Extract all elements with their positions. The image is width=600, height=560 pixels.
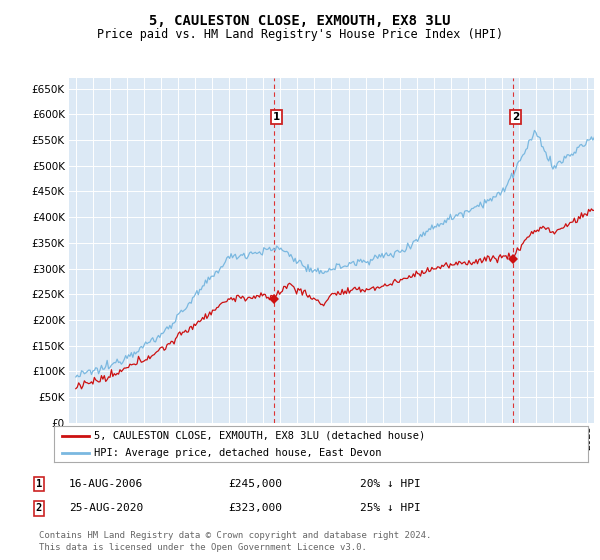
Text: Price paid vs. HM Land Registry's House Price Index (HPI): Price paid vs. HM Land Registry's House … <box>97 28 503 41</box>
Text: 2: 2 <box>36 503 42 514</box>
Text: 2: 2 <box>512 112 519 122</box>
Text: 5, CAULESTON CLOSE, EXMOUTH, EX8 3LU (detached house): 5, CAULESTON CLOSE, EXMOUTH, EX8 3LU (de… <box>94 431 425 441</box>
Text: HPI: Average price, detached house, East Devon: HPI: Average price, detached house, East… <box>94 448 382 458</box>
Text: Contains HM Land Registry data © Crown copyright and database right 2024.
This d: Contains HM Land Registry data © Crown c… <box>39 531 431 552</box>
Text: 5, CAULESTON CLOSE, EXMOUTH, EX8 3LU: 5, CAULESTON CLOSE, EXMOUTH, EX8 3LU <box>149 14 451 28</box>
Text: 1: 1 <box>36 479 42 489</box>
Text: £245,000: £245,000 <box>228 479 282 489</box>
Text: 16-AUG-2006: 16-AUG-2006 <box>69 479 143 489</box>
Text: 20% ↓ HPI: 20% ↓ HPI <box>360 479 421 489</box>
Text: 25% ↓ HPI: 25% ↓ HPI <box>360 503 421 514</box>
Text: £323,000: £323,000 <box>228 503 282 514</box>
Text: 1: 1 <box>273 112 280 122</box>
Text: 25-AUG-2020: 25-AUG-2020 <box>69 503 143 514</box>
